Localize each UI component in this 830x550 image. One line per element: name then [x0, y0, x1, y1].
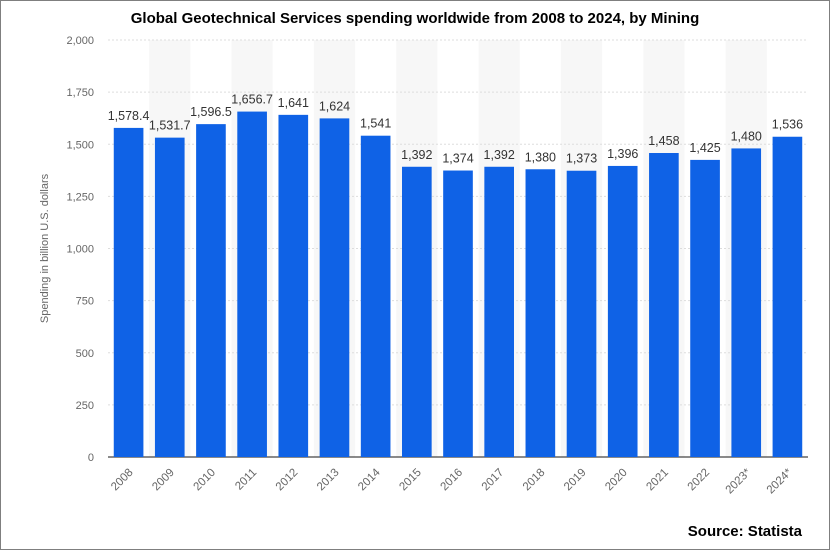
x-tick-label: 2019	[562, 467, 589, 494]
y-tick-label: 250	[76, 400, 94, 412]
y-tick-label: 1,750	[66, 87, 94, 99]
value-labels: 1,578.41,531.71,596.51,656.7 1,641 1,624 1,…	[108, 93, 803, 166]
bar	[484, 166, 514, 457]
data-label: 1,425	[689, 141, 720, 155]
x-tick-label: 2023*	[724, 466, 754, 496]
bar	[607, 165, 638, 457]
source-note: Source: Statista	[687, 523, 802, 540]
data-label: 1,392	[484, 148, 515, 162]
x-tick-label: 2009	[150, 467, 177, 494]
x-tick-label: 2013	[315, 467, 342, 494]
bar	[731, 148, 762, 458]
x-tick-label: 2017	[480, 467, 507, 494]
data-label: 1,531.7	[149, 119, 191, 133]
y-axis-label: Spending in billion U.S. dollars	[39, 173, 51, 323]
bars	[113, 111, 803, 458]
data-label: 1,380	[525, 150, 556, 164]
bar	[649, 153, 679, 457]
x-tick-label: 2008	[109, 467, 136, 494]
x-tick-label: 2014	[356, 466, 383, 493]
y-tick-label: 1,000	[66, 244, 94, 256]
x-tick-label: 2015	[397, 467, 424, 494]
bar	[525, 169, 556, 457]
data-label: 1,624	[319, 99, 350, 113]
x-tick-label: 2018	[521, 467, 548, 494]
bar	[154, 137, 185, 457]
chart-title: Global Geotechnical Services spending wo…	[130, 10, 700, 27]
bar	[237, 111, 267, 457]
bar	[402, 166, 432, 457]
bar	[278, 114, 309, 457]
x-tick-label: 2022	[686, 467, 713, 494]
bar	[196, 124, 226, 457]
y-tick-label: 0	[88, 452, 94, 464]
data-label: 1,373	[566, 152, 597, 166]
bar	[772, 136, 803, 457]
x-axis-ticks: 2008 2009 2010 2011 2012 2013 2014 2015 2016 2017…	[109, 466, 795, 496]
y-tick-label: 750	[76, 296, 94, 308]
data-label: 1,392	[401, 148, 432, 162]
data-label: 1,541	[360, 117, 391, 131]
x-tick-label: 2010	[191, 467, 218, 494]
y-tick-label: 2,000	[66, 35, 94, 47]
x-tick-label: 2020	[603, 467, 630, 494]
data-label: 1,596.5	[190, 105, 232, 119]
bar	[113, 127, 144, 458]
x-tick-label: 2021	[644, 467, 671, 494]
data-label: 1,656.7	[231, 93, 273, 107]
data-label: 1,374	[442, 152, 473, 166]
x-tick-label: 2012	[274, 467, 301, 494]
data-label: 1,458	[648, 134, 679, 148]
y-axis-ticks: 0 250 500 750 1,000 1,250 1,500 1,750 2,000	[66, 35, 94, 464]
bar	[566, 170, 597, 458]
data-label: 1,641	[278, 96, 309, 110]
x-tick-label: 2024*	[765, 466, 795, 496]
bar	[443, 170, 473, 457]
bar	[319, 118, 350, 457]
y-tick-label: 1,250	[66, 191, 94, 203]
bar	[690, 159, 720, 457]
x-tick-label: 2016	[439, 467, 466, 494]
y-tick-label: 500	[76, 348, 94, 360]
data-label: 1,578.4	[108, 109, 150, 123]
y-tick-label: 1,500	[66, 139, 94, 151]
data-label: 1,396	[607, 147, 638, 161]
data-label: 1,480	[731, 129, 762, 143]
data-label: 1,536	[772, 118, 803, 132]
bar	[360, 135, 391, 457]
x-tick-label: 2011	[233, 467, 259, 493]
